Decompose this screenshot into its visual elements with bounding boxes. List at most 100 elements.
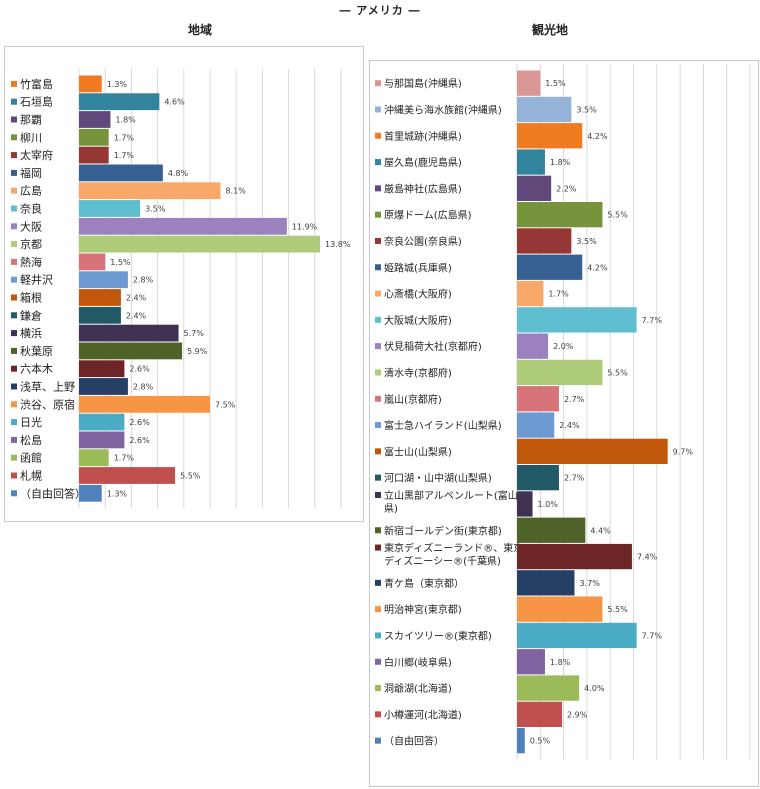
- sightseeing-data-label: 0.5%: [530, 737, 551, 746]
- sightseeing-category-label: 厳島神社(広島県): [384, 182, 462, 195]
- sightseeing-bar: [517, 438, 668, 464]
- region-data-label: 13.8%: [325, 240, 351, 249]
- sightseeing-category-label: スカイツリー®(東京都): [384, 629, 492, 642]
- region-category-label: 熱海: [20, 255, 42, 269]
- region-data-label: 7.5%: [215, 400, 236, 409]
- sightseeing-category-label: 原爆ドーム(広島県): [384, 209, 472, 222]
- sightseeing-data-label: 2.0%: [553, 342, 574, 351]
- sightseeing-category-label: 奈良公園(奈良県): [384, 235, 462, 248]
- sightseeing-legend-swatch: [375, 395, 381, 402]
- sightseeing-bar: [517, 70, 541, 96]
- region-legend-swatch: [11, 330, 17, 337]
- region-bar-chart: 竹富島 1.3% 石垣島 4.6% 那覇 1.8% 柳川 1.7% 太宰府 1.7% 福岡 4.8% 広…: [4, 46, 364, 522]
- sightseeing-data-label: 5.5%: [607, 368, 628, 377]
- region-legend-swatch: [11, 152, 17, 159]
- region-bar: [79, 235, 321, 253]
- region-legend-swatch: [11, 276, 17, 283]
- sightseeing-legend-swatch: [375, 544, 381, 551]
- region-legend-swatch: [11, 312, 17, 319]
- region-bar: [79, 484, 102, 502]
- region-chart-title: 地域: [187, 23, 212, 37]
- sightseeing-bar: [517, 202, 603, 228]
- sightseeing-data-label: 2.2%: [556, 184, 577, 193]
- region-bar: [79, 146, 109, 164]
- sightseeing-bar: [517, 701, 563, 727]
- region-legend-swatch: [11, 383, 17, 390]
- region-bar: [79, 111, 111, 128]
- region-category-label: （自由回答）: [20, 486, 86, 500]
- sightseeing-chart-title: 観光地: [531, 23, 568, 37]
- sightseeing-category-label: 洞爺湖(北海道): [384, 682, 452, 695]
- region-bar: [79, 164, 163, 182]
- region-category-label: 大阪: [20, 219, 42, 233]
- region-legend-swatch: [11, 258, 17, 265]
- sightseeing-bar: [517, 228, 572, 254]
- region-category-label: 六本木: [20, 362, 53, 376]
- sightseeing-data-label: 9.7%: [673, 447, 694, 456]
- region-legend-swatch: [11, 80, 17, 87]
- region-legend-swatch: [11, 490, 17, 497]
- region-bar: [79, 93, 160, 111]
- sightseeing-category-label: （自由回答）: [384, 735, 444, 748]
- sightseeing-legend-swatch: [375, 343, 381, 350]
- region-category-label: 那覇: [20, 114, 42, 127]
- sightseeing-bar: [517, 649, 545, 675]
- region-legend-swatch: [11, 401, 17, 408]
- region-data-label: 1.7%: [114, 454, 135, 463]
- sightseeing-legend-swatch: [375, 290, 381, 297]
- sightseeing-data-label: 5.5%: [607, 605, 628, 614]
- sightseeing-legend-swatch: [375, 80, 381, 87]
- sightseeing-bar: [517, 491, 533, 517]
- sightseeing-data-label: 1.5%: [545, 79, 566, 88]
- region-data-label: 5.9%: [187, 347, 208, 356]
- sightseeing-bar: [517, 596, 603, 622]
- sightseeing-category-label: 立山黒部アルペンルート(富山県): [384, 489, 518, 515]
- region-category-label: 軽井沢: [20, 273, 53, 287]
- region-category-label: 石垣島: [20, 95, 53, 109]
- sightseeing-legend-swatch: [375, 132, 381, 139]
- sightseeing-category-label: 大阪城(大阪府): [384, 314, 452, 327]
- region-category-label: 秋葉原: [20, 344, 53, 358]
- region-data-label: 1.3%: [107, 489, 128, 498]
- sightseeing-bar: [517, 175, 552, 201]
- sightseeing-bar: [517, 333, 549, 359]
- region-legend-swatch: [11, 454, 17, 461]
- sightseeing-data-label: 3.7%: [579, 579, 600, 588]
- region-category-label: 京都: [20, 237, 42, 251]
- sightseeing-legend-swatch: [375, 579, 381, 586]
- sightseeing-bar: [517, 96, 572, 123]
- region-category-label: 太宰府: [20, 148, 53, 162]
- region-category-label: 札幌: [20, 469, 42, 483]
- region-data-label: 1.8%: [115, 116, 136, 125]
- sightseeing-bar: [517, 675, 580, 701]
- sightseeing-legend-swatch: [375, 685, 381, 692]
- region-bar: [79, 306, 121, 324]
- sightseeing-category-label: 青ケ島（東京都）: [384, 577, 464, 590]
- region-bar: [79, 449, 109, 467]
- sightseeing-category-label: 姫路城(兵庫県): [384, 261, 452, 274]
- region-category-label: 柳川: [20, 130, 42, 144]
- region-data-label: 2.4%: [126, 294, 147, 303]
- sightseeing-data-label: 1.8%: [550, 158, 571, 167]
- region-legend-swatch: [11, 187, 17, 194]
- region-data-label: 4.8%: [168, 169, 189, 178]
- region-data-label: 2.8%: [133, 383, 154, 392]
- sightseeing-bar: [517, 386, 559, 412]
- region-data-label: 4.6%: [164, 98, 185, 107]
- region-legend-swatch: [11, 294, 17, 301]
- region-bar: [79, 289, 121, 306]
- region-data-label: 2.6%: [129, 436, 150, 445]
- region-legend-swatch: [11, 419, 17, 426]
- sightseeing-legend-swatch: [375, 658, 381, 665]
- sightseeing-category-label: 与那国島(沖縄県): [384, 77, 462, 90]
- region-category-label: 松島: [20, 433, 42, 447]
- region-category-label: 福岡: [20, 166, 42, 180]
- sightseeing-legend-swatch: [375, 422, 381, 429]
- sightseeing-data-label: 3.5%: [576, 237, 597, 246]
- region-data-label: 2.6%: [129, 365, 150, 374]
- region-category-label: 箱根: [20, 291, 42, 305]
- sightseeing-data-label: 4.0%: [584, 684, 605, 693]
- region-legend-swatch: [11, 436, 17, 443]
- sightseeing-category-label: 首里城跡(沖縄県): [384, 130, 462, 143]
- sightseeing-legend-swatch: [375, 106, 381, 113]
